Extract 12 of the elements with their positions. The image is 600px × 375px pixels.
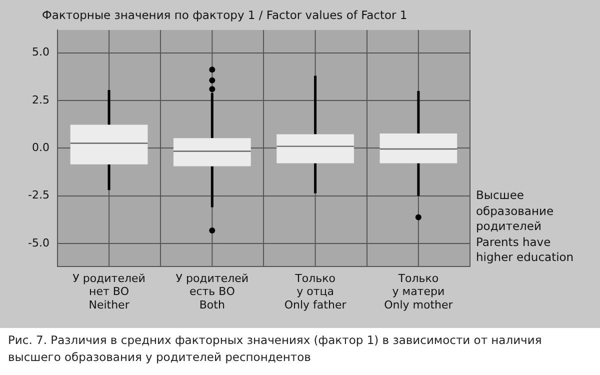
- x-tick-label: У родителей есть ВО Both: [176, 272, 249, 312]
- x-tick-label: У родителей нет ВО Neither: [72, 272, 146, 312]
- y-tick-label: -5.0: [28, 236, 50, 250]
- y-tick-label: -2.5: [28, 188, 50, 202]
- y-tick-label: 2.5: [32, 93, 50, 106]
- text: Рис. 7. Различия в средних факторных значениях (фактор 1) в зависимости от наличия высшего образования у родителей респондентов: [7, 332, 543, 366]
- x-tick-label: Только у отца Only father: [284, 272, 347, 312]
- y-tick-label: 5.0: [32, 46, 50, 59]
- y-tick-label: 0.0: [32, 141, 50, 154]
- x-tick-label: Только у матери Only mother: [384, 272, 454, 312]
- y-axis-title: Факторные значения по фактору 1 / Factor values of Factor 1: [42, 8, 408, 22]
- x-axis-title: Высшее образование родителей Parents have higher education: [476, 188, 574, 266]
